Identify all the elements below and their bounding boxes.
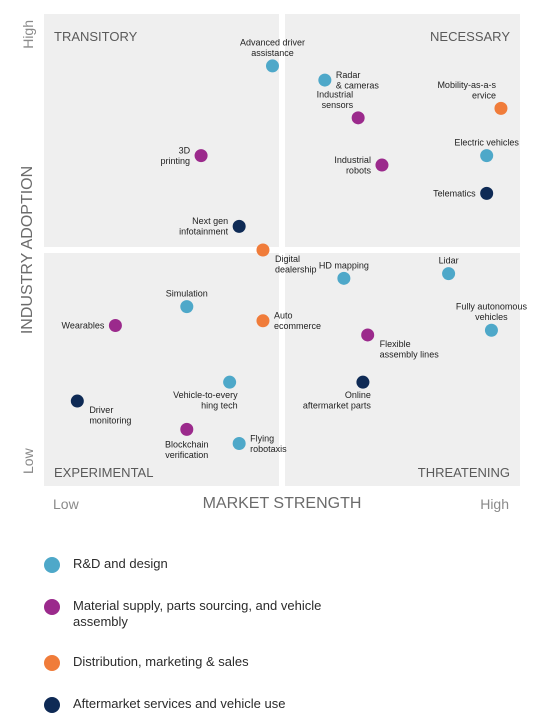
point-label-1-1: Industrial robots <box>334 155 371 176</box>
point-0-1 <box>318 73 332 87</box>
quadrant-label-top-right: NECESSARY <box>430 29 510 44</box>
point-label-2-0: Mobility-as-a-s ervice <box>437 80 496 101</box>
point-label-0-7: Vehicle-to-every hing tech <box>173 390 238 411</box>
legend-item: Material supply, parts sourcing, and veh… <box>44 598 333 630</box>
quadrant-label-bottom-left: EXPERIMENTAL <box>54 465 153 480</box>
point-0-5 <box>484 323 498 337</box>
y-tick-low: Low <box>20 447 36 474</box>
quadrant-top-right <box>285 14 520 247</box>
point-label-0-3: Lidar <box>439 256 459 266</box>
point-label-0-5: Fully autonomous vehicles <box>456 302 528 323</box>
legend-label: Distribution, marketing & sales <box>73 654 249 669</box>
legend-item: Aftermarket services and vehicle use <box>44 696 333 713</box>
legend-label: Aftermarket services and vehicle use <box>73 696 286 711</box>
point-2-2 <box>256 314 270 328</box>
point-0-0 <box>265 59 279 73</box>
legend-item: R&D and design <box>44 556 333 573</box>
point-2-1 <box>256 243 270 257</box>
legend-label: R&D and design <box>73 556 168 571</box>
point-label-2-1: Digital dealership <box>275 254 317 275</box>
point-0-2 <box>480 149 494 163</box>
point-1-5 <box>180 422 194 436</box>
point-1-0 <box>351 111 365 125</box>
point-3-3 <box>70 394 84 408</box>
quadrant-label-bottom-right: THREATENING <box>418 465 510 480</box>
point-3-0 <box>232 219 246 233</box>
point-label-1-0: Industrial sensors <box>317 89 354 110</box>
axis-labels: TRANSITORY NECESSARY EXPERIMENTAL THREATENI… <box>19 20 510 512</box>
quadrant-bottom-left <box>44 253 279 486</box>
x-tick-low: Low <box>53 496 80 512</box>
point-label-1-4: Flexible assembly lines <box>380 339 440 360</box>
quadrant-bottom-right <box>285 253 520 486</box>
legend-swatch <box>44 655 60 671</box>
y-tick-high: High <box>20 20 36 49</box>
point-label-3-2: Online aftermarket parts <box>303 390 372 411</box>
point-label-3-1: Telematics <box>433 188 476 198</box>
point-label-0-0: Advanced driver assistance <box>240 37 305 58</box>
point-label-3-3: Driver monitoring <box>89 405 131 426</box>
legend-label: Material supply, parts sourcing, and veh… <box>73 598 322 629</box>
point-label-0-8: Flying robotaxis <box>250 433 287 454</box>
point-0-6 <box>180 300 194 314</box>
point-label-0-1: Radar & cameras <box>336 70 380 91</box>
point-label-0-4: HD mapping <box>319 260 369 270</box>
point-0-3 <box>442 267 456 281</box>
x-axis-label: MARKET STRENGTH <box>203 495 362 512</box>
point-3-1 <box>480 186 494 200</box>
y-axis-label: INDUSTRY ADOPTION <box>19 166 36 334</box>
x-tick-high: High <box>480 496 509 512</box>
point-label-0-2: Electric vehicles <box>454 138 519 148</box>
point-1-2 <box>194 149 208 163</box>
point-2-0 <box>494 101 508 115</box>
quadrant-backgrounds <box>44 14 520 486</box>
point-label-1-5: Blockchain verification <box>165 439 209 460</box>
point-0-8 <box>232 437 246 451</box>
point-label-0-6: Simulation <box>166 289 208 299</box>
point-0-4 <box>337 271 351 285</box>
quadrant-chart: TRANSITORY NECESSARY EXPERIMENTAL THREATENI… <box>19 14 528 512</box>
point-label-3-0: Next gen infotainment <box>179 216 229 237</box>
point-3-2 <box>356 375 370 389</box>
point-1-1 <box>375 158 389 172</box>
point-label-2-2: Auto ecommerce <box>274 311 321 332</box>
point-0-7 <box>223 375 237 389</box>
quadrant-label-top-left: TRANSITORY <box>54 29 138 44</box>
quadrant-top-left <box>44 14 279 247</box>
point-label-1-3: Wearables <box>62 321 105 331</box>
data-points: Advanced driver assistance Radar & cameras E… <box>62 37 528 459</box>
legend-swatch <box>44 599 60 615</box>
point-1-4 <box>361 328 375 342</box>
legend-item: Distribution, marketing & sales <box>44 654 333 671</box>
point-label-1-2: 3D printing <box>161 145 191 166</box>
legend-swatch <box>44 697 60 713</box>
point-1-3 <box>108 319 122 333</box>
legend-swatch <box>44 557 60 573</box>
